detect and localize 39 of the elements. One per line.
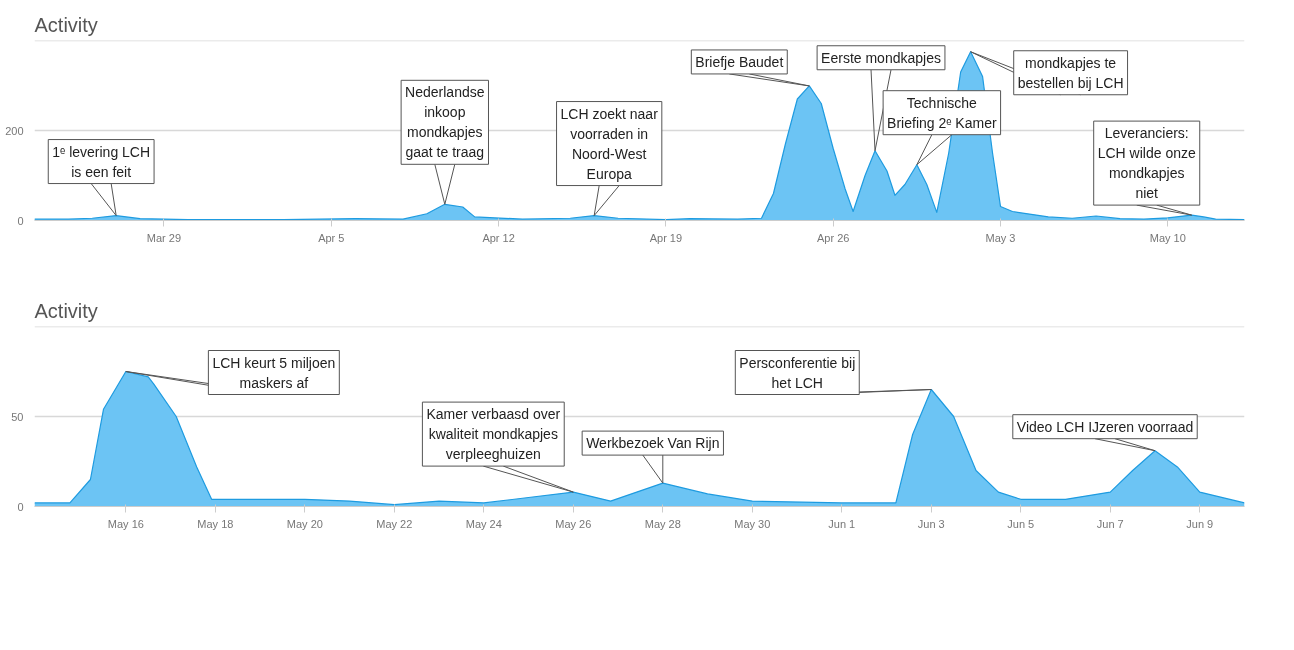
x-tick-label: May 20 bbox=[286, 517, 323, 530]
x-tick-label: Jun 5 bbox=[1007, 517, 1035, 530]
x-tick-label: Apr 19 bbox=[649, 231, 683, 244]
x-tick-label: May 10 bbox=[1149, 231, 1186, 244]
annotation: LCH zoekt naar voorraden in Noord-West Europa bbox=[560, 105, 659, 182]
x-tick-label: May 26 bbox=[555, 517, 592, 530]
y-tick-label: 200 bbox=[5, 124, 24, 137]
x-tick-label: Apr 5 bbox=[318, 231, 345, 244]
annotation: Persconferentie bij het LCH bbox=[739, 354, 856, 391]
x-tick-label: Apr 26 bbox=[816, 231, 850, 244]
x-tick-label: May 16 bbox=[107, 517, 144, 530]
x-tick-label: Mar 29 bbox=[146, 231, 182, 244]
y-tick-label: 0 bbox=[17, 500, 24, 513]
y-tick-label: 0 bbox=[17, 214, 24, 227]
chart-title: Activity bbox=[34, 299, 98, 322]
annotation: LCH keurt 5 miljoen maskers af bbox=[212, 354, 336, 391]
annotation: mondkapjes te bestellen bij LCH bbox=[1017, 54, 1124, 91]
x-tick-label: Jun 1 bbox=[828, 517, 856, 530]
annotation: Werkbezoek Van Rijn bbox=[586, 435, 720, 452]
x-tick-label: May 18 bbox=[197, 517, 234, 530]
x-tick-label: May 24 bbox=[465, 517, 502, 530]
annotation: Kamer verbaasd over kwaliteit mondkapjes verpleeghuizen bbox=[426, 406, 561, 463]
x-tick-label: May 28 bbox=[644, 517, 681, 530]
x-tick-label: May 22 bbox=[376, 517, 413, 530]
y-tick-label: 50 bbox=[11, 410, 24, 423]
x-tick-label: Jun 3 bbox=[917, 517, 945, 530]
x-tick-label: Jun 7 bbox=[1096, 517, 1124, 530]
x-tick-label: May 3 bbox=[985, 231, 1016, 244]
annotation: Video LCH IJzeren voorraad bbox=[1016, 418, 1194, 435]
chart-title: Activity bbox=[34, 13, 98, 36]
annotation: 1ᵉ levering LCH is een feit bbox=[52, 143, 151, 180]
x-tick-label: May 30 bbox=[734, 517, 771, 530]
annotation: Leveranciers: LCH wilde onze mondkapjes niet bbox=[1097, 125, 1196, 202]
annotation: Briefje Baudet bbox=[695, 53, 784, 70]
annotation: Technische Briefing 2ᵉ Kamer bbox=[887, 94, 997, 131]
annotation: Nederlandse inkoop mondkapjes gaat te traag bbox=[405, 84, 485, 161]
x-tick-label: Jun 9 bbox=[1186, 517, 1214, 530]
x-tick-label: Apr 12 bbox=[482, 231, 515, 244]
annotation: Eerste mondkapjes bbox=[821, 49, 941, 66]
